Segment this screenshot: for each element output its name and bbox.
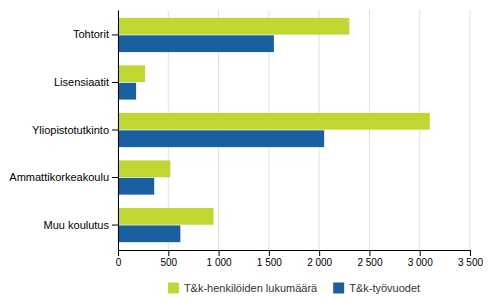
legend-swatch	[333, 283, 344, 294]
tick: 500	[160, 250, 177, 268]
tick-mark	[269, 250, 270, 256]
tick: Muu koulutus	[44, 219, 118, 231]
chart: 0 500 1 000 1 500 2 000 2 500 3 000 3 500 Tohtor…	[0, 0, 492, 302]
tick-label: Yliopistotutkinto	[32, 124, 109, 136]
legend-label: T&k-työvuodet	[349, 282, 420, 294]
tick-label: 500	[160, 257, 177, 268]
tick: 1 500	[257, 250, 282, 268]
tick-mark	[118, 250, 119, 256]
bar	[118, 208, 214, 225]
tick-mark	[470, 250, 471, 256]
bar	[118, 113, 430, 130]
tick-label: Ammattikorkeakoulu	[9, 171, 109, 183]
tick-mark	[219, 250, 220, 256]
tick-label: 0	[116, 257, 122, 268]
bar	[118, 160, 170, 177]
bar-series	[118, 18, 430, 225]
grid-line	[419, 10, 420, 250]
bar	[118, 35, 274, 52]
legend-item: T&k-henkilöiden lukumäärä	[168, 282, 318, 294]
bar	[118, 130, 324, 147]
tick-mark	[112, 225, 118, 226]
tick: 0	[116, 250, 122, 268]
tick-label: 1 500	[257, 257, 282, 268]
tick-label: 2 500	[357, 257, 382, 268]
tick: Lisensiaatit	[54, 76, 118, 88]
tick-label: 1 000	[207, 257, 232, 268]
tick-label: Muu koulutus	[44, 219, 110, 231]
bar	[118, 83, 136, 100]
grid-line	[369, 10, 370, 250]
bar	[118, 65, 145, 82]
tick-label: 3 000	[408, 257, 433, 268]
tick-label: Tohtorit	[73, 28, 109, 40]
tick-mark	[420, 250, 421, 256]
tick-label: 3 500	[458, 257, 483, 268]
bar	[118, 18, 349, 35]
x-axis: 0 500 1 000 1 500 2 000 2 500 3 000 3 500	[116, 250, 484, 268]
y-axis: Tohtorit Lisensiaatit Yliopistotutkinto Amm…	[9, 11, 118, 251]
tick-label: 2 000	[307, 257, 332, 268]
axis-line	[119, 251, 471, 257]
legend: T&k-henkilöiden lukumäärä T&k-työvuodet	[168, 282, 420, 294]
tick: 2 500	[357, 250, 382, 268]
tick: 3 500	[458, 250, 483, 268]
tick: Ammattikorkeakoulu	[9, 171, 118, 183]
tick: 3 000	[408, 250, 433, 268]
grid	[118, 10, 470, 250]
tick-mark	[112, 34, 118, 35]
tick: 2 000	[307, 250, 332, 268]
plot: 0 500 1 000 1 500 2 000 2 500 3 000 3 500 Tohtor…	[9, 10, 483, 268]
tick: Yliopistotutkinto	[32, 124, 118, 136]
tick-mark	[319, 250, 320, 256]
bar	[118, 225, 180, 242]
bar	[118, 178, 154, 195]
legend-label: T&k-henkilöiden lukumäärä	[184, 282, 318, 294]
tick: Tohtorit	[73, 28, 118, 40]
tick: 1 000	[207, 250, 232, 268]
grid-line	[470, 10, 471, 250]
tick-label: Lisensiaatit	[54, 76, 109, 88]
tick-mark	[112, 130, 118, 131]
tick-mark	[369, 250, 370, 256]
axis-line	[118, 11, 119, 251]
legend-item: T&k-työvuodet	[333, 282, 420, 294]
tick-mark	[112, 177, 118, 178]
bar-series	[118, 35, 324, 242]
grid-line	[319, 10, 320, 250]
tick-mark	[168, 250, 169, 256]
tick-mark	[112, 82, 118, 83]
bars	[118, 18, 430, 242]
legend-swatch	[168, 283, 179, 294]
